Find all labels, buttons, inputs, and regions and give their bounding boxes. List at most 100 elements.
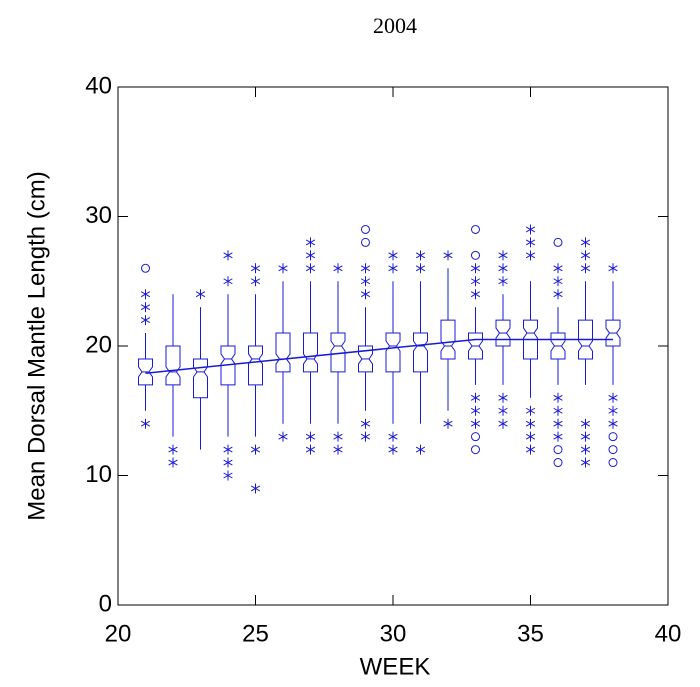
box bbox=[303, 332, 318, 373]
outlier bbox=[333, 431, 343, 442]
outlier bbox=[195, 289, 206, 300]
outlier bbox=[525, 444, 536, 455]
far-outlier bbox=[361, 224, 370, 234]
box bbox=[440, 319, 456, 360]
outlier bbox=[498, 250, 508, 261]
outlier bbox=[580, 250, 591, 261]
x-tick-label: 40 bbox=[655, 620, 682, 647]
box bbox=[413, 332, 428, 373]
outlier bbox=[250, 263, 261, 274]
outlier bbox=[608, 392, 618, 403]
outlier bbox=[360, 276, 371, 287]
outlier bbox=[278, 431, 288, 442]
outlier bbox=[580, 263, 591, 274]
far-outlier bbox=[553, 237, 563, 247]
y-tick-label: 20 bbox=[85, 331, 112, 358]
outlier bbox=[333, 444, 343, 455]
outlier bbox=[250, 444, 261, 455]
x-tick-label: 20 bbox=[105, 620, 132, 647]
outlier bbox=[553, 263, 563, 274]
outlier bbox=[223, 457, 233, 468]
box bbox=[165, 345, 181, 386]
outlier bbox=[470, 405, 481, 416]
x-tick-label: 25 bbox=[242, 620, 269, 647]
far-outlier bbox=[553, 458, 563, 468]
outlier bbox=[580, 418, 591, 429]
outlier bbox=[608, 405, 618, 416]
outlier bbox=[140, 418, 151, 429]
outlier bbox=[580, 444, 591, 455]
outlier bbox=[388, 444, 398, 455]
outlier bbox=[305, 237, 316, 248]
far-outlier bbox=[141, 263, 150, 273]
box bbox=[275, 332, 291, 373]
outlier bbox=[580, 457, 591, 468]
trend-line bbox=[145, 338, 613, 374]
outlier bbox=[498, 418, 508, 429]
outlier bbox=[525, 405, 536, 416]
y-tick-label: 30 bbox=[85, 202, 112, 229]
outlier bbox=[580, 431, 591, 442]
x-tick-label: 35 bbox=[517, 620, 544, 647]
outlier bbox=[360, 263, 371, 274]
x-axis-label: WEEK bbox=[360, 653, 431, 680]
far-outlier bbox=[471, 445, 480, 455]
box bbox=[330, 332, 346, 373]
outlier bbox=[223, 276, 233, 287]
outlier bbox=[470, 418, 481, 429]
chart-title: 2004 bbox=[373, 13, 417, 38]
outlier bbox=[608, 418, 618, 429]
outlier bbox=[305, 250, 316, 261]
outlier bbox=[470, 263, 481, 274]
outlier bbox=[140, 289, 151, 300]
outlier bbox=[415, 250, 426, 261]
outlier bbox=[525, 431, 536, 442]
outlier bbox=[278, 263, 288, 274]
outlier bbox=[250, 483, 261, 494]
outlier bbox=[140, 315, 151, 326]
outlier bbox=[223, 470, 233, 481]
outlier bbox=[553, 276, 563, 287]
outlier bbox=[360, 418, 371, 429]
far-outlier bbox=[471, 224, 480, 234]
far-outlier bbox=[608, 432, 618, 442]
outlier bbox=[333, 263, 343, 274]
outlier bbox=[525, 237, 536, 248]
outlier bbox=[498, 405, 508, 416]
box bbox=[193, 358, 208, 399]
outlier bbox=[498, 263, 508, 274]
far-outlier bbox=[471, 432, 480, 442]
outlier bbox=[553, 289, 563, 300]
far-outlier bbox=[471, 250, 480, 260]
outlier bbox=[553, 405, 563, 416]
outlier bbox=[140, 302, 151, 313]
outlier bbox=[553, 392, 563, 403]
outlier bbox=[388, 431, 398, 442]
outlier bbox=[443, 250, 453, 261]
outlier bbox=[498, 276, 508, 287]
outlier bbox=[168, 457, 178, 468]
outlier bbox=[608, 263, 618, 274]
outlier bbox=[250, 276, 261, 287]
outlier bbox=[525, 224, 536, 235]
outlier bbox=[498, 392, 508, 403]
outlier bbox=[415, 444, 426, 455]
box bbox=[248, 345, 263, 386]
far-outlier bbox=[608, 458, 618, 468]
outlier bbox=[580, 237, 591, 248]
outlier bbox=[388, 250, 398, 261]
y-tick-label: 0 bbox=[99, 590, 112, 617]
far-outlier bbox=[553, 445, 563, 455]
outlier bbox=[443, 418, 453, 429]
far-outlier bbox=[361, 237, 370, 247]
outlier bbox=[168, 444, 178, 455]
outlier bbox=[525, 418, 536, 429]
outlier bbox=[360, 289, 371, 300]
outlier bbox=[223, 444, 233, 455]
outlier bbox=[470, 392, 481, 403]
y-tick-label: 40 bbox=[85, 72, 112, 99]
y-axis-label: Mean Dorsal Mantle Length (cm) bbox=[23, 171, 50, 520]
box bbox=[385, 332, 401, 373]
y-tick-label: 10 bbox=[85, 461, 112, 488]
outlier bbox=[553, 418, 563, 429]
